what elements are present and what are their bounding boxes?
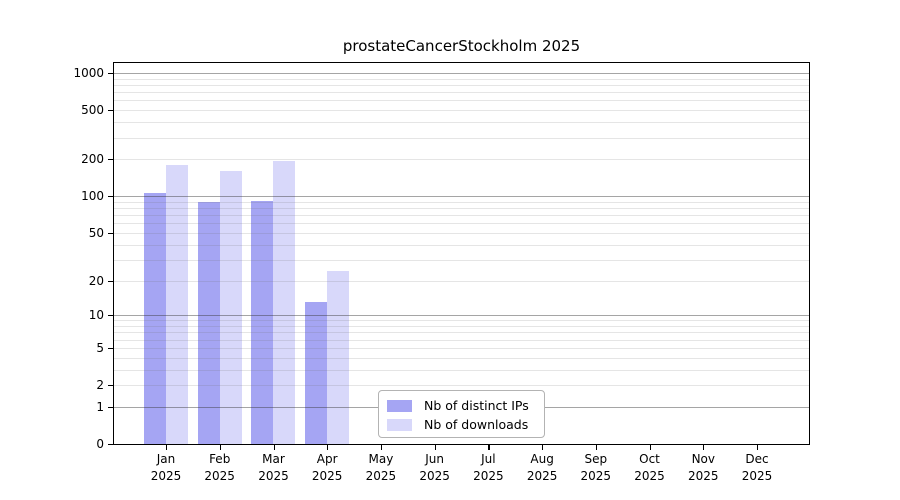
legend: Nb of distinct IPs Nb of downloads [378,390,545,438]
x-tick-label: Jan 2025 [150,452,182,483]
y-tick-label: 10 [88,308,104,323]
x-tick [595,445,597,450]
x-tick-label: May 2025 [365,452,397,483]
y-tick-label: 20 [88,273,104,288]
chart-title: prostateCancerStockholm 2025 [342,37,581,55]
x-tick [273,445,275,450]
plot-frame [113,62,810,445]
y-tick-label: 200 [81,152,104,167]
y-tick-label: 2 [96,378,104,392]
y-tick-label: 0 [96,437,104,451]
legend-item-distinct-ips: Nb of distinct IPs [379,396,544,415]
x-tick [649,445,651,450]
x-tick [542,445,544,450]
x-tick [488,445,490,450]
x-tick-label: Aug 2025 [526,452,558,483]
y-tick-label: 100 [81,189,104,204]
y-tick-label: 1 [96,399,104,414]
x-tick-label: Apr 2025 [311,452,343,483]
y-tick-label: 1000 [73,66,104,80]
x-tick [757,445,759,450]
x-tick-label: Nov 2025 [688,452,719,483]
x-tick [703,445,705,450]
downloads-swatch-icon [387,418,412,431]
x-tick [380,445,383,450]
x-tick [166,445,168,450]
x-tick-label: Oct 2025 [634,452,665,483]
x-tick [327,445,329,450]
x-tick-label: Feb 2025 [204,452,235,483]
x-tick [434,445,436,450]
distinct-ips-swatch-icon [387,399,412,412]
y-tick-label: 50 [88,225,104,240]
x-tick-label: Dec 2025 [741,452,773,483]
legend-label-downloads: Nb of downloads [424,416,529,432]
x-tick-label: Sep 2025 [580,452,612,483]
x-tick-label: Jun 2025 [419,452,450,483]
legend-label-distinct-ips: Nb of distinct IPs [424,397,529,413]
legend-item-downloads: Nb of downloads [379,415,544,434]
y-tick-label: 5 [96,340,104,355]
x-tick-label: Mar 2025 [258,452,289,483]
x-tick [219,445,221,450]
y-tick-label: 500 [81,103,104,118]
x-tick-label: Jul 2025 [473,452,504,483]
